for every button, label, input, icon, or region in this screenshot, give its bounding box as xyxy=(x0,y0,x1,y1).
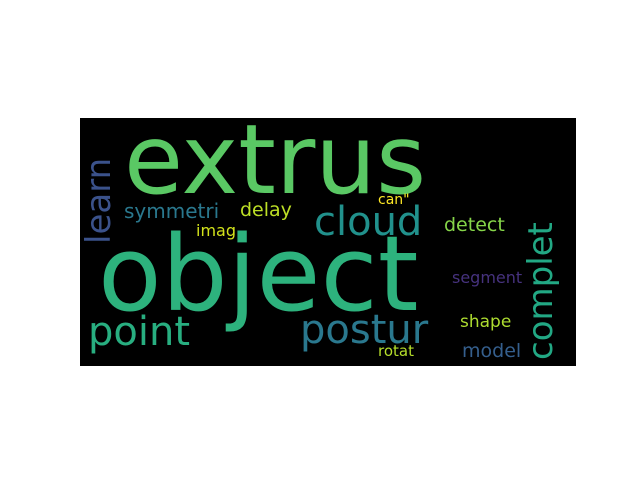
word-detect: detect xyxy=(444,214,505,236)
word-rotat: rotat xyxy=(378,342,414,360)
word-delay: delay xyxy=(240,199,292,221)
word-segment: segment xyxy=(452,268,523,287)
word-point: point xyxy=(88,309,191,355)
word-imag: imag xyxy=(196,221,236,240)
word-complet: complet xyxy=(521,222,561,360)
word-learn: learn xyxy=(80,157,119,244)
word-shape: shape xyxy=(460,312,512,332)
word-postur: postur xyxy=(300,307,429,353)
word-model: model xyxy=(462,340,522,362)
word-can: can" xyxy=(378,192,410,208)
word-symmetri: symmetri xyxy=(124,199,220,223)
word-extrus: extrus xyxy=(124,118,427,216)
word-cloud-panel: extrus object cloud postur point complet… xyxy=(80,118,576,366)
word-object: object xyxy=(98,213,419,335)
word-cloud: cloud xyxy=(314,199,423,245)
